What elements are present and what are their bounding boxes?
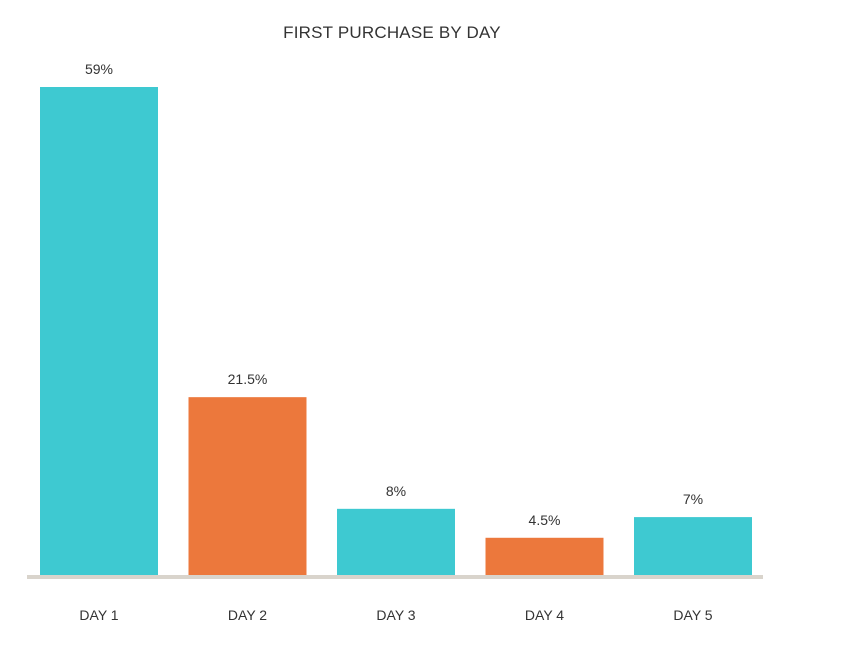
bar-day-2: [188, 397, 307, 575]
bar-day-5: [634, 517, 752, 575]
value-label: 8%: [386, 483, 406, 499]
x-tick-label: DAY 2: [228, 607, 267, 623]
x-tick-label: DAY 4: [525, 607, 564, 623]
bar-day-4: [485, 537, 604, 575]
bar-day-1: [40, 87, 158, 575]
value-labels-group: 59% 21.5% 8% 4.5% 7%: [85, 61, 703, 528]
value-label: 7%: [683, 491, 703, 507]
chart-title: FIRST PURCHASE BY DAY: [283, 23, 501, 42]
bar-day-3: [337, 508, 455, 575]
value-label: 4.5%: [529, 512, 561, 528]
value-label: 21.5%: [228, 371, 268, 387]
x-axis-baseline: [27, 575, 763, 579]
x-tick-label: DAY 5: [673, 607, 712, 623]
x-tick-label: DAY 3: [376, 607, 415, 623]
bars-group: [40, 87, 752, 575]
x-tick-labels-group: DAY 1 DAY 2 DAY 3 DAY 4 DAY 5: [79, 607, 712, 623]
x-tick-label: DAY 1: [79, 607, 118, 623]
value-label: 59%: [85, 61, 113, 77]
